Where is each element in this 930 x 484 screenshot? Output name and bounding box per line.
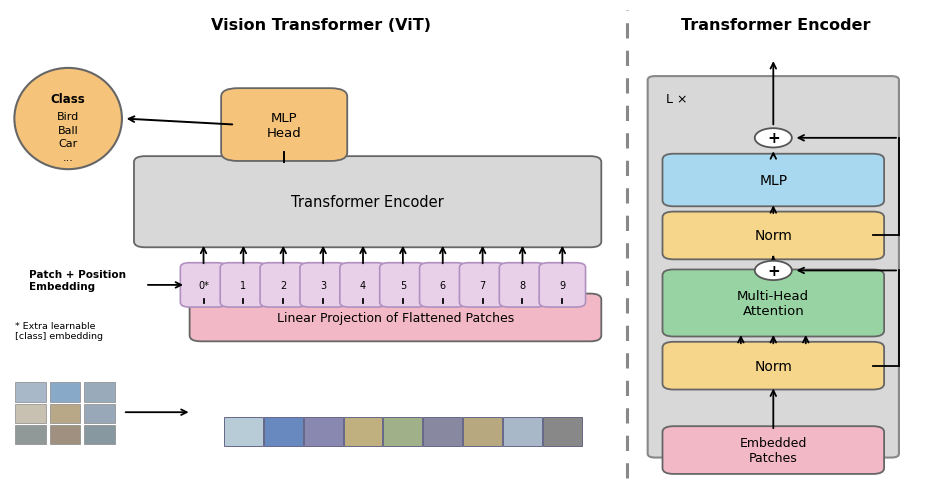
FancyBboxPatch shape [339,263,386,307]
Text: Linear Projection of Flattened Patches: Linear Projection of Flattened Patches [277,311,514,324]
Text: Norm: Norm [754,229,792,243]
FancyBboxPatch shape [224,417,263,447]
Text: 3: 3 [320,280,326,290]
FancyBboxPatch shape [662,270,884,337]
FancyBboxPatch shape [15,404,46,423]
FancyBboxPatch shape [383,417,422,447]
Text: 5: 5 [400,280,406,290]
FancyBboxPatch shape [543,417,582,447]
Text: 0*: 0* [198,280,209,290]
Text: Embedded
Patches: Embedded Patches [739,436,807,464]
Text: +: + [767,263,779,278]
Text: 1: 1 [240,280,246,290]
FancyBboxPatch shape [647,77,899,457]
FancyBboxPatch shape [662,154,884,207]
Text: 4: 4 [360,280,366,290]
Text: +: + [767,131,779,146]
FancyBboxPatch shape [539,263,586,307]
Text: Multi-Head
Attention: Multi-Head Attention [737,289,809,318]
FancyBboxPatch shape [662,342,884,390]
FancyBboxPatch shape [503,417,542,447]
Text: Class: Class [51,92,86,106]
FancyBboxPatch shape [499,263,546,307]
Text: 7: 7 [480,280,485,290]
FancyBboxPatch shape [15,382,46,402]
Ellipse shape [14,69,122,170]
FancyBboxPatch shape [180,263,227,307]
FancyBboxPatch shape [662,426,884,474]
FancyBboxPatch shape [49,404,80,423]
FancyBboxPatch shape [15,425,46,444]
FancyBboxPatch shape [84,382,114,402]
FancyBboxPatch shape [84,404,114,423]
Text: Patch + Position
Embedding: Patch + Position Embedding [29,270,126,291]
Text: Norm: Norm [754,359,792,373]
Text: 9: 9 [559,280,565,290]
FancyBboxPatch shape [134,157,602,248]
Circle shape [755,129,791,148]
Text: Bird: Bird [57,112,79,122]
Text: MLP: MLP [759,174,788,188]
FancyBboxPatch shape [419,263,466,307]
FancyBboxPatch shape [220,263,267,307]
FancyBboxPatch shape [459,263,506,307]
Text: Vision Transformer (ViT): Vision Transformer (ViT) [211,18,432,33]
FancyBboxPatch shape [221,89,347,162]
Text: Ball: Ball [58,125,78,136]
FancyBboxPatch shape [300,263,346,307]
FancyBboxPatch shape [379,263,426,307]
FancyBboxPatch shape [264,417,303,447]
Text: 8: 8 [520,280,525,290]
FancyBboxPatch shape [190,294,602,342]
Text: 2: 2 [280,280,286,290]
Text: Transformer Encoder: Transformer Encoder [681,18,870,33]
Text: 6: 6 [440,280,445,290]
Text: Car: Car [59,139,78,149]
FancyBboxPatch shape [343,417,382,447]
Text: L ×: L × [666,93,687,106]
FancyBboxPatch shape [49,425,80,444]
Text: * Extra learnable
[class] embedding: * Extra learnable [class] embedding [15,321,103,341]
Text: Transformer Encoder: Transformer Encoder [291,195,444,210]
Text: MLP
Head: MLP Head [267,111,301,139]
FancyBboxPatch shape [423,417,462,447]
FancyBboxPatch shape [662,212,884,260]
FancyBboxPatch shape [304,417,342,447]
Text: ...: ... [62,152,73,162]
FancyBboxPatch shape [463,417,502,447]
FancyBboxPatch shape [49,382,80,402]
FancyBboxPatch shape [84,425,114,444]
FancyBboxPatch shape [260,263,307,307]
Circle shape [755,261,791,281]
